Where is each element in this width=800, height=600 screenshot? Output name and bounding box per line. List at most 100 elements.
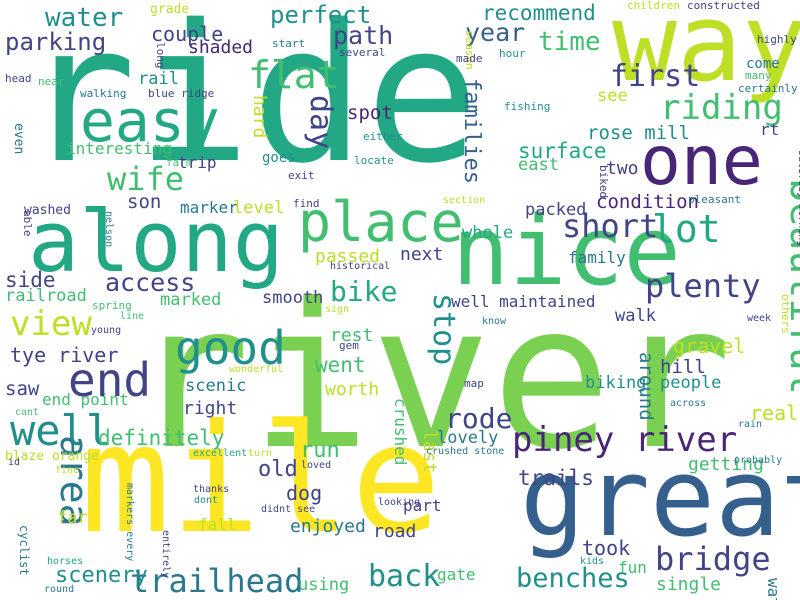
cloud-word: first <box>610 59 701 94</box>
cloud-word: single <box>656 574 722 595</box>
cloud-word: road <box>373 521 417 542</box>
cloud-word: surface <box>518 139 607 163</box>
cloud-word: back <box>368 559 441 594</box>
cloud-word: two <box>606 158 639 179</box>
cloud-word: washed <box>24 203 71 218</box>
cloud-word: certainly <box>738 82 798 95</box>
cloud-word: day <box>303 95 338 150</box>
cloud-word: week <box>747 313 772 324</box>
cloud-word: place <box>298 190 464 254</box>
cloud-word: far <box>57 508 88 528</box>
cloud-word: time <box>538 27 601 57</box>
cloud-word: goes <box>262 150 296 166</box>
cloud-word: pleasant <box>688 193 741 206</box>
cloud-word: smooth <box>262 288 324 308</box>
cloud-word: piney river <box>512 420 738 460</box>
cloud-word: took <box>582 536 631 560</box>
cloud-word: young <box>91 325 122 336</box>
cloud-word: marker <box>180 198 238 217</box>
cloud-word: perfect <box>270 1 372 29</box>
cloud-word: interesting <box>66 139 172 158</box>
cloud-word: flat <box>248 53 340 97</box>
cloud-word: lot <box>652 207 721 251</box>
cloud-word: trip <box>178 153 217 172</box>
cloud-word: excellent <box>193 448 248 459</box>
cloud-word: several <box>339 46 386 59</box>
cloud-word: ride <box>22 0 480 205</box>
cloud-word: didnt see <box>261 504 316 515</box>
cloud-word: year <box>465 18 526 47</box>
cloud-word: well <box>10 406 112 455</box>
cloud-word: access <box>105 268 196 297</box>
cloud-word: right <box>183 398 238 419</box>
cloud-word: scenic <box>185 376 247 396</box>
cloud-word: blaze orange <box>5 449 99 464</box>
cloud-word: saw <box>5 378 40 400</box>
cloud-word: parking <box>5 28 107 56</box>
cloud-word: families <box>459 78 484 184</box>
cloud-word: sign <box>325 304 350 315</box>
cloud-word: riding <box>660 88 783 128</box>
cloud-word: benches <box>516 563 630 594</box>
cloud-word: went <box>315 353 366 377</box>
cloud-word: rt <box>760 120 780 139</box>
cloud-word: great <box>520 436 800 561</box>
cloud-word: horses <box>47 556 84 567</box>
cloud-word: turn <box>248 448 273 459</box>
cloud-word: dont <box>194 495 219 506</box>
cloud-word: railroad <box>5 286 87 306</box>
cloud-word: next <box>400 244 444 265</box>
cloud-word: fishing <box>504 100 551 113</box>
cloud-word: line <box>120 311 145 322</box>
cloud-word: kids <box>580 556 605 567</box>
cloud-word: people <box>660 373 722 393</box>
cloud-word: many <box>745 69 772 82</box>
cloud-word: blue ridge <box>148 87 215 100</box>
cloud-word: old <box>258 457 298 482</box>
cloud-word: loved <box>301 460 332 471</box>
cloud-word: gate <box>437 565 476 584</box>
cloud-word: section <box>443 195 486 206</box>
cloud-word: map <box>464 377 484 390</box>
cloud-word: across <box>670 398 707 409</box>
cloud-word: round <box>44 584 75 595</box>
cloud-word: highly <box>757 33 797 46</box>
cloud-word: rain <box>738 419 763 430</box>
cloud-word: see <box>597 86 628 106</box>
cloud-word: saturday morning <box>796 150 800 247</box>
cloud-word: short <box>562 207 659 245</box>
cloud-word: run <box>300 438 340 463</box>
cloud-word: long <box>154 42 167 69</box>
cloud-word: view <box>10 304 92 344</box>
cloud-word: gravel <box>673 334 746 358</box>
cloud-word: made <box>456 52 483 65</box>
cloud-word: grade <box>150 2 190 17</box>
cloud-word: east <box>518 155 559 175</box>
cloud-word: part <box>403 496 442 515</box>
cloud-word: family <box>568 248 626 267</box>
cloud-word: know <box>482 316 507 327</box>
cloud-word: rest <box>330 325 374 346</box>
cloud-word: one <box>640 122 763 201</box>
cloud-word: water level <box>764 578 783 600</box>
cloud-word: cyclist <box>17 525 31 576</box>
cloud-word: even <box>11 123 26 155</box>
cloud-word: come <box>746 56 780 72</box>
cloud-word: scenery <box>55 563 148 588</box>
cloud-word: head <box>5 72 32 85</box>
cloud-word: shaded <box>188 37 254 58</box>
cloud-word: spot <box>347 102 393 124</box>
cloud-word: easy <box>80 87 220 155</box>
cloud-word: really <box>750 401 800 425</box>
cloud-word: spring <box>92 299 132 312</box>
cloud-word: nice <box>452 197 681 307</box>
cloud-word: mile <box>80 393 442 567</box>
cloud-word: side <box>5 268 56 292</box>
cloud-word: walking <box>80 87 127 100</box>
cloud-word: water <box>45 3 124 33</box>
cloud-word: markers every <box>124 483 135 562</box>
cloud-word: historical <box>330 261 391 272</box>
cloud-word: either <box>363 130 403 143</box>
cloud-word: passed <box>315 246 381 267</box>
